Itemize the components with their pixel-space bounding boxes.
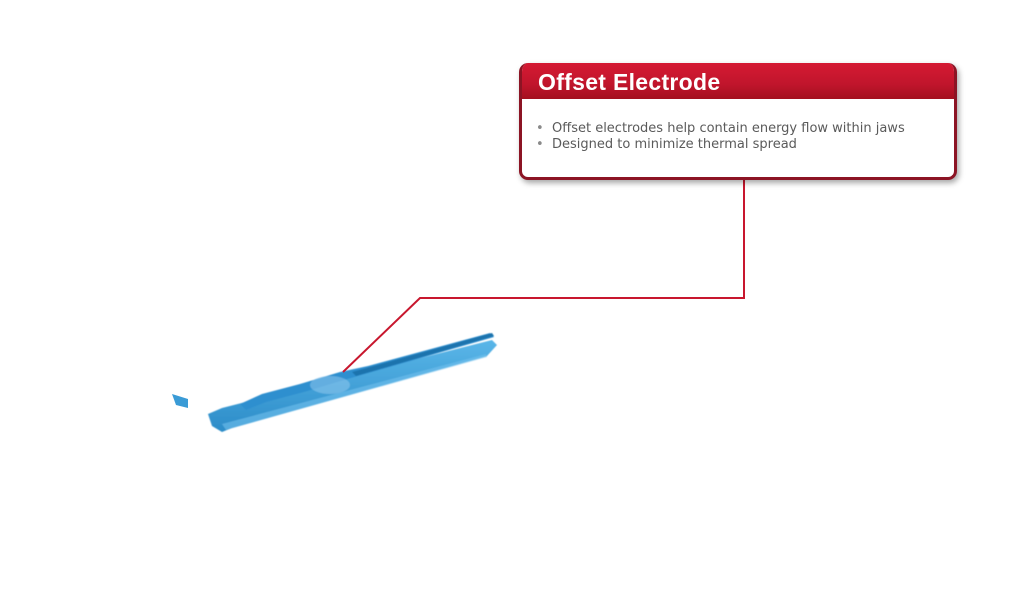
callout-body: • Offset electrodes help contain energy … [522, 99, 954, 153]
bullet-text: Offset electrodes help contain energy fl… [552, 121, 905, 136]
callout-bullet-list: • Offset electrodes help contain energy … [536, 121, 940, 153]
bullet-text: Designed to minimize thermal spread [552, 137, 797, 152]
list-item: • Offset electrodes help contain energy … [536, 121, 940, 137]
list-item: • Designed to minimize thermal spread [536, 137, 940, 153]
callout-leader-line [342, 180, 745, 373]
callout-box: Offset Electrode • Offset electrodes hel… [519, 63, 957, 180]
bullet-dot-icon: • [536, 137, 544, 152]
jaw-tip-fragment [172, 394, 188, 408]
bullet-dot-icon: • [536, 121, 544, 136]
callout-header: Offset Electrode [522, 63, 954, 99]
callout-title: Offset Electrode [538, 68, 721, 95]
instrument-jaw [208, 333, 497, 432]
